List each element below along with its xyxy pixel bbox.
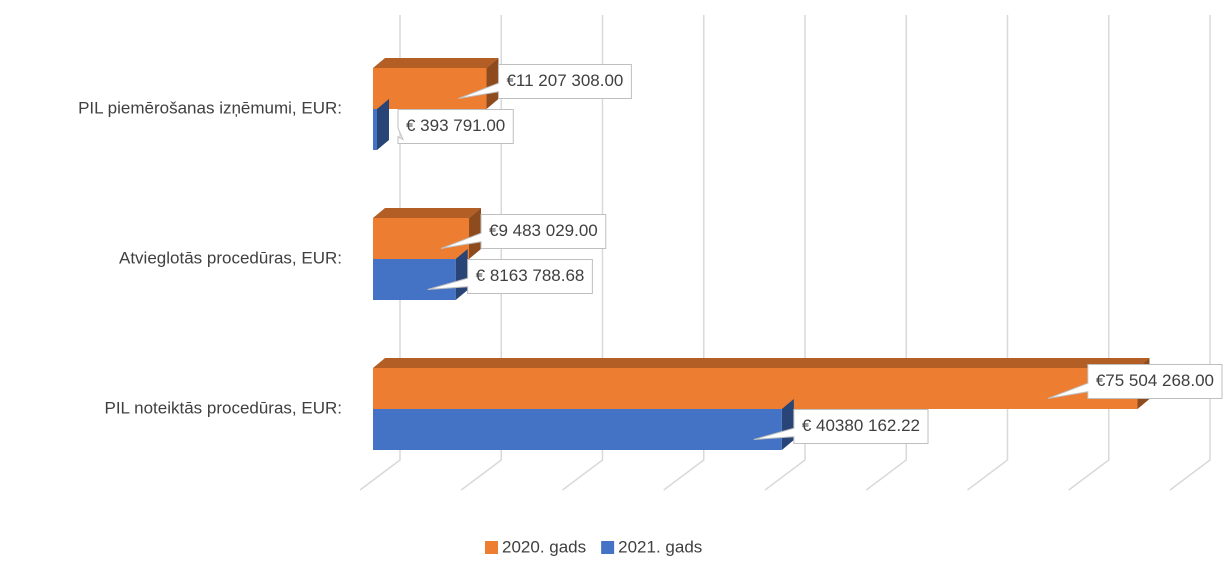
grid-line [460, 15, 502, 491]
data-label-text: €9 483 029.00 [489, 221, 598, 240]
legend-swatch [601, 541, 615, 554]
callout [440, 214, 607, 249]
callout [458, 64, 632, 99]
bar-face [486, 58, 499, 109]
category-label: PIL piemērošanas izņēmumi, EUR: [78, 98, 342, 117]
bar [373, 399, 794, 450]
data-label: € 8163 788.68 [427, 259, 593, 294]
data-label: € 393 791.00 [397, 109, 514, 144]
category-label: Atvieglotās procedūras, EUR: [119, 248, 342, 267]
bar-face [373, 218, 470, 259]
bar-face [376, 99, 389, 150]
callout [1047, 364, 1223, 399]
bar [373, 99, 389, 150]
data-label-text: € 8163 788.68 [476, 266, 585, 285]
bar-face [373, 109, 377, 150]
bar [373, 358, 1150, 409]
bar [373, 58, 499, 109]
data-label: €9 483 029.00 [440, 214, 607, 249]
bar-face [373, 259, 456, 300]
bar-face [373, 368, 1138, 409]
callout [753, 409, 929, 444]
data-label: €75 504 268.00 [1047, 364, 1223, 399]
data-label-text: €75 504 268.00 [1096, 371, 1214, 390]
category-label: PIL noteiktās procedūras, EUR: [105, 398, 343, 417]
legend-label: 2021. gads [618, 537, 702, 556]
grid-line [1068, 15, 1110, 491]
callout [397, 109, 514, 144]
data-label-text: € 393 791.00 [406, 116, 505, 135]
grid-line [967, 15, 1009, 491]
data-label-text: €11 207 308.00 [506, 71, 623, 90]
data-label-text: € 40380 162.22 [802, 416, 920, 435]
grid-line [764, 15, 806, 491]
grid-line [1169, 15, 1211, 491]
bar-face [373, 208, 482, 218]
legend-swatch [485, 541, 498, 554]
grid-line [865, 15, 907, 491]
bar-face [373, 358, 1150, 368]
bar-face [373, 58, 499, 68]
legend-label: 2020. gads [502, 537, 586, 556]
grid-line [359, 15, 401, 491]
data-label: €11 207 308.00 [458, 64, 632, 99]
grid-line [562, 15, 604, 491]
bar [373, 208, 482, 259]
grid-line [663, 15, 705, 491]
bar-face [469, 208, 482, 259]
bar-face [373, 68, 487, 109]
data-label: € 40380 162.22 [753, 409, 929, 444]
bar-face [373, 409, 782, 450]
callout [427, 259, 593, 294]
